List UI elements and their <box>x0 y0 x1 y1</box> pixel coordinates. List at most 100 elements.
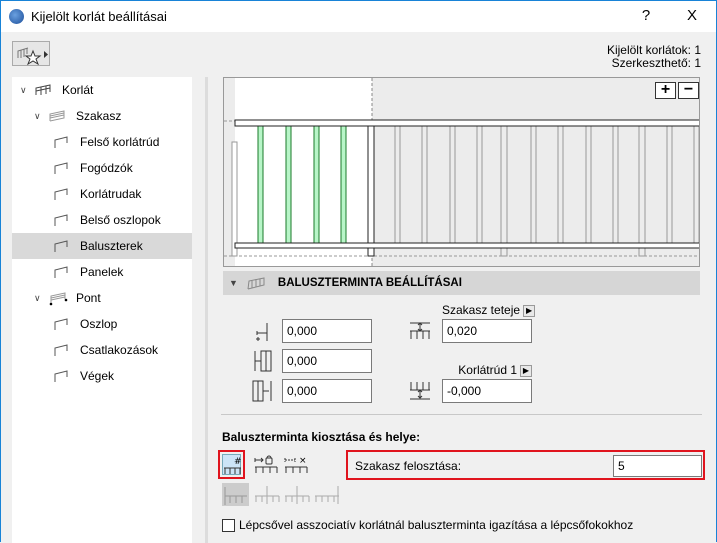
bottom-offset-icon <box>410 382 430 400</box>
tree-item-label: Panelek <box>80 265 124 279</box>
pattern-baluster <box>285 125 292 245</box>
tree-item-csatlakoz-sok[interactable]: Csatlakozások <box>12 337 192 363</box>
splitter[interactable] <box>205 77 208 543</box>
align-center-button[interactable] <box>254 483 281 506</box>
expand-chevron-icon[interactable]: ∨ <box>34 110 41 121</box>
right-offset-input[interactable]: 0,000 <box>282 379 372 403</box>
tree-item-fog-dz-k[interactable]: Fogódzók <box>12 155 192 181</box>
zoom-out-button[interactable]: − <box>678 82 699 99</box>
tree-item-v-gek[interactable]: Végek <box>12 363 192 389</box>
tree-item-label: Korlátrudak <box>80 187 142 201</box>
offset-icons <box>252 323 272 402</box>
right-offset-icon <box>252 380 272 402</box>
baluster <box>666 125 673 245</box>
fixed-number-icon: # <box>224 457 242 474</box>
expand-chevron-icon[interactable]: ∨ <box>20 84 27 95</box>
section-title: BALUSZTERMINTA BEÁLLÍTÁSAI <box>277 277 462 289</box>
top-rail-icon <box>54 135 68 148</box>
top-offset-input[interactable]: 0,020 <box>442 319 532 343</box>
zoom-in-button[interactable]: + <box>655 82 676 99</box>
top-reference-label: Szakasz teteje <box>442 303 521 317</box>
expand-chevron-icon[interactable]: ∨ <box>34 292 41 303</box>
close-button[interactable]: X <box>686 7 697 24</box>
top-reference-menu-button[interactable]: ▶ <box>523 304 536 317</box>
distribution-title: Baluszterminta kiosztása és helye: <box>222 430 421 444</box>
align-to-stairs-label: Lépcsővel asszociatív korlátnál baluszte… <box>239 518 634 532</box>
division-input[interactable]: 5 <box>613 455 702 477</box>
tree-item-label: Pont <box>76 291 101 305</box>
help-button[interactable]: ? <box>641 7 651 24</box>
highlight-mode-button: # <box>218 450 245 479</box>
tree-item-szakasz[interactable]: ∨ Szakasz <box>12 103 192 129</box>
tree-item-korl-trudak[interactable]: Korlátrudak <box>12 181 192 207</box>
left-offset-icon <box>254 350 272 372</box>
pattern-area <box>235 78 372 266</box>
align-to-stairs-checkbox[interactable] <box>222 519 235 532</box>
tree-item-baluszterek[interactable]: Baluszterek <box>12 233 192 259</box>
selected-count: Kijelölt korlátok: 1 <box>606 43 701 57</box>
align-center-post-button[interactable] <box>284 483 311 506</box>
bottom-reference-menu-button[interactable]: ▶ <box>520 364 532 377</box>
baluster <box>530 125 537 245</box>
collapse-arrow-icon: ▼ <box>229 278 238 288</box>
baluster-icon <box>54 239 68 252</box>
segment-icon <box>49 109 65 121</box>
baluster <box>585 125 592 245</box>
left-offset-input[interactable]: 0,000 <box>282 349 372 373</box>
divider <box>221 414 702 415</box>
baluster <box>612 125 619 245</box>
division-label: Szakasz felosztása: <box>355 459 462 473</box>
bottom-reference: Korlátrúd 1 ▶ <box>442 363 532 377</box>
division-mode-button[interactable]: # <box>222 454 242 475</box>
editable-count: Szerkeszthető: 1 <box>611 56 701 70</box>
baluster <box>693 125 699 245</box>
node-icon <box>49 291 68 305</box>
post <box>500 125 508 257</box>
baluster <box>449 125 456 245</box>
tree-item-label: Felső korlátrúd <box>80 135 160 149</box>
tree-item-pont[interactable]: ∨ Pont <box>12 285 192 311</box>
tree-item-panelek[interactable]: Panelek <box>12 259 192 285</box>
tree-item-bels-oszlopok[interactable]: Belső oszlopok <box>12 207 192 233</box>
align-end-button[interactable] <box>314 483 341 506</box>
baluster <box>394 125 401 245</box>
favorites-star-icon <box>17 47 48 66</box>
railing-preview: + − <box>223 77 700 267</box>
inner-post-icon <box>54 213 68 226</box>
tree-item-label: Csatlakozások <box>80 343 159 357</box>
fixed-distance-mode-button[interactable] <box>254 454 278 475</box>
post <box>367 125 375 257</box>
top-reference: Szakasz teteje ▶ <box>442 303 536 317</box>
favorites-button[interactable] <box>12 41 50 66</box>
division-field-highlight: Szakasz felosztása: 5 <box>346 450 705 480</box>
tree-item-label: Belső oszlopok <box>80 213 161 227</box>
start-offset-input[interactable]: 0,000 <box>282 319 372 343</box>
tree-item-label: Szakasz <box>76 109 122 123</box>
baluster <box>557 125 564 245</box>
align-start-button[interactable] <box>222 483 249 506</box>
pattern-baluster <box>257 125 264 245</box>
connection-icon <box>54 343 68 356</box>
tree-item-oszlop[interactable]: Oszlop <box>12 311 192 337</box>
tree-item-korl-t[interactable]: ∨ Korlát <box>12 77 192 103</box>
window-title: Kijelölt korlát beállításai <box>31 9 167 24</box>
baluster-pattern-header[interactable]: ▼ BALUSZTERMINTA BEÁLLÍTÁSAI <box>223 271 700 295</box>
rails-icon <box>54 187 68 200</box>
bottom-offset-input[interactable]: -0,000 <box>442 379 532 403</box>
pattern-baluster <box>313 125 320 245</box>
top-offset-icon <box>410 322 430 339</box>
railing-preview-drawing <box>224 78 699 266</box>
title-bar: Kijelölt korlát beállításai ? X <box>1 1 716 32</box>
max-distance-mode-button[interactable]: × <box>284 454 308 475</box>
tree-item-label: Baluszterek <box>80 239 143 253</box>
baluster <box>476 125 483 245</box>
panel-icon <box>54 265 68 278</box>
tree-item-label: Korlát <box>62 83 94 97</box>
top-rail <box>234 119 699 127</box>
tree-item-fels-korl-tr-d[interactable]: Felső korlátrúd <box>12 129 192 155</box>
railing-icon <box>35 83 51 95</box>
svg-text:#: # <box>234 457 242 467</box>
tree-item-label: Végek <box>80 369 115 383</box>
bottom-reference-label: Korlátrúd 1 <box>458 363 517 377</box>
